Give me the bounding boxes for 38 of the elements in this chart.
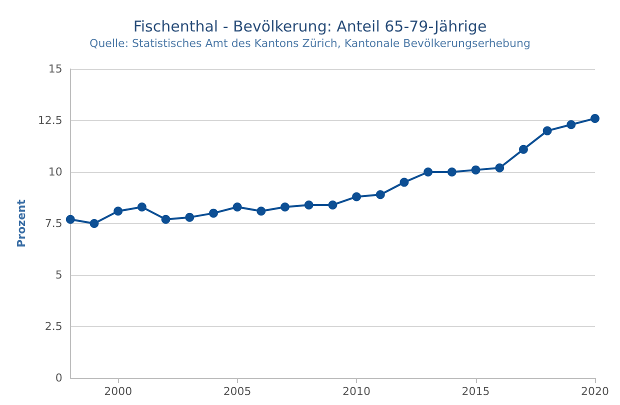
y-axis-title: Prozent bbox=[15, 200, 28, 248]
y-tick-label: 12.5 bbox=[38, 114, 62, 127]
y-tick-label: 10 bbox=[48, 166, 62, 178]
x-tick-label: 2005 bbox=[223, 385, 252, 398]
y-tick-label: 2.5 bbox=[44, 320, 62, 333]
x-tick-label: 2010 bbox=[342, 385, 371, 398]
point bbox=[137, 202, 146, 212]
point bbox=[328, 200, 338, 210]
point bbox=[114, 206, 123, 216]
y-tick-label: 5 bbox=[55, 268, 62, 282]
point bbox=[424, 168, 433, 176]
x-tick-label: 2020 bbox=[581, 385, 610, 398]
point bbox=[471, 165, 480, 174]
point bbox=[542, 126, 552, 136]
point bbox=[66, 214, 75, 224]
x-tick-label: 2015 bbox=[462, 385, 490, 398]
x-tick-label: 2000 bbox=[104, 385, 132, 398]
point bbox=[447, 168, 456, 176]
point bbox=[256, 206, 266, 216]
point bbox=[518, 144, 528, 154]
point bbox=[352, 192, 362, 202]
y-tick-label: 7.5 bbox=[44, 217, 62, 230]
point bbox=[495, 163, 504, 172]
chart-subtitle: Quelle: Statistisches Amt des Kantons Zürich, Kantonale Bevölkerungserhebung bbox=[90, 37, 530, 50]
point bbox=[161, 214, 170, 224]
y-tick-label: 0 bbox=[55, 372, 62, 384]
point bbox=[566, 120, 576, 130]
point bbox=[232, 202, 242, 212]
point bbox=[280, 202, 290, 212]
chart-title: Fischenthal - Bevölkerung: Anteil 65-79-Jährige bbox=[133, 18, 487, 36]
point bbox=[304, 200, 314, 210]
y-tick-label: 15 bbox=[48, 62, 62, 76]
point bbox=[185, 212, 194, 222]
point bbox=[208, 208, 218, 218]
point bbox=[90, 219, 99, 228]
point bbox=[590, 114, 600, 123]
point bbox=[400, 178, 409, 187]
point bbox=[376, 190, 385, 200]
